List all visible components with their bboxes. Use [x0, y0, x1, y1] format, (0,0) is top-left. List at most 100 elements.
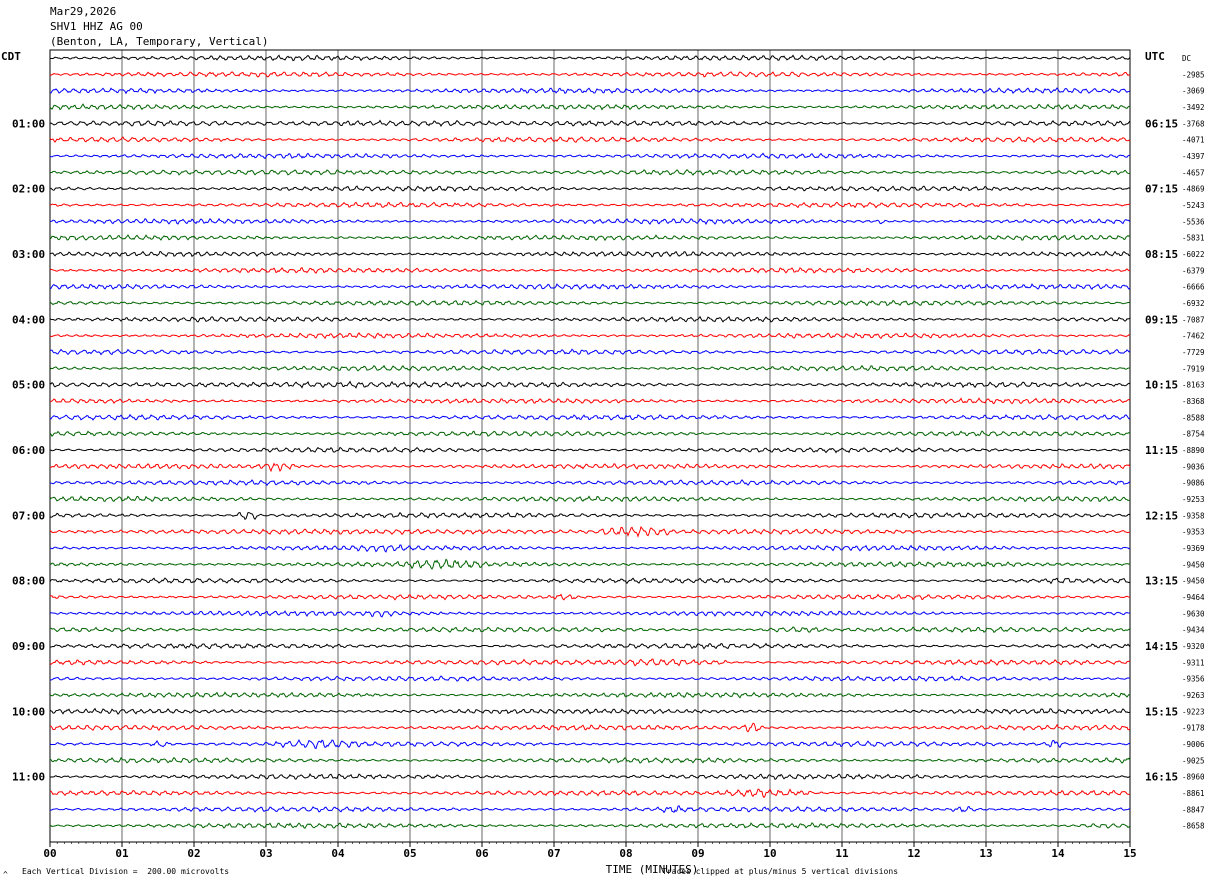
right-hour-label: 08:15 — [1145, 248, 1178, 261]
trace-offset-label: -9450 — [1182, 560, 1205, 569]
trace-offset-label: -7919 — [1182, 364, 1205, 373]
trace-offset-label: -6666 — [1182, 283, 1205, 292]
trace-offset-label: -9320 — [1182, 642, 1205, 651]
seismic-trace — [49, 511, 1131, 520]
seismic-trace — [49, 788, 1131, 799]
trace-offset-label: -6022 — [1182, 250, 1205, 259]
x-tick-label: 13 — [979, 847, 992, 860]
seismic-trace — [49, 773, 1131, 780]
left-hour-label: 07:00 — [12, 509, 45, 522]
seismic-trace — [49, 430, 1131, 437]
seismic-trace — [49, 722, 1131, 733]
right-hour-label: 13:15 — [1145, 575, 1178, 588]
trace-offset-label: -9630 — [1182, 609, 1205, 618]
x-tick-label: 11 — [835, 847, 849, 860]
seismic-trace — [49, 136, 1131, 143]
x-tick-label: 03 — [259, 847, 272, 860]
trace-offset-label: -8847 — [1182, 805, 1205, 814]
left-hour-label: 09:00 — [12, 640, 45, 653]
trace-offset-label: -8960 — [1182, 773, 1205, 782]
x-tick-label: 15 — [1123, 847, 1136, 860]
seismic-trace — [49, 364, 1131, 372]
trace-offset-label: -9006 — [1182, 740, 1205, 749]
left-timezone-label: CDT — [1, 50, 21, 63]
seismic-trace — [49, 495, 1131, 503]
header-location: (Benton, LA, Temporary, Vertical) — [50, 35, 269, 48]
left-hour-label: 05:00 — [12, 379, 45, 392]
seismic-trace — [49, 658, 1131, 667]
seismic-trace — [49, 315, 1131, 323]
x-tick-label: 00 — [43, 847, 56, 860]
seismic-trace — [49, 380, 1131, 389]
seismic-trace — [49, 413, 1131, 421]
trace-offset-label: -9253 — [1182, 495, 1205, 504]
seismic-trace — [49, 168, 1131, 176]
scale-note: Each Vertical Division = 200.00 microvol… — [22, 867, 230, 876]
x-axis-title: TIME (MINUTES) — [606, 863, 699, 876]
right-hour-label: 10:15 — [1145, 379, 1178, 392]
trace-offset-label: -9311 — [1182, 658, 1205, 667]
seismic-trace — [49, 558, 1131, 570]
trace-offset-label: -8163 — [1182, 381, 1205, 390]
trace-offset-label: -4397 — [1182, 152, 1205, 161]
trace-offset-label: -9356 — [1182, 675, 1205, 684]
trace-offset-label: -9025 — [1182, 756, 1205, 765]
seismic-trace — [49, 642, 1131, 650]
x-tick-label: 07 — [547, 847, 560, 860]
right-hour-label: 14:15 — [1145, 640, 1178, 653]
clip-note: Traces clipped at plus/minus 5 vertical … — [662, 867, 899, 876]
seismic-trace — [49, 103, 1131, 111]
trace-offset-label: -4869 — [1182, 185, 1205, 194]
trace-offset-label: -9223 — [1182, 707, 1205, 716]
seismic-trace — [49, 756, 1131, 764]
seismic-trace — [49, 266, 1131, 274]
seismic-trace — [49, 577, 1131, 585]
trace-offset-label: -9178 — [1182, 724, 1205, 733]
right-hour-label: 09:15 — [1145, 313, 1178, 326]
trace-offset-label: -7087 — [1182, 315, 1205, 324]
trace-offset-label: -9358 — [1182, 511, 1205, 520]
seismic-trace — [49, 250, 1131, 258]
trace-offset-label: -3069 — [1182, 87, 1205, 96]
trace-offset-label: -4071 — [1182, 136, 1205, 145]
seismic-trace — [49, 299, 1131, 307]
header-station: SHV1 HHZ AG 00 — [50, 20, 143, 33]
left-hour-label: 11:00 — [12, 771, 45, 784]
seismic-trace — [49, 71, 1131, 78]
seismic-trace — [49, 707, 1131, 715]
seismic-trace — [49, 805, 1131, 814]
x-tick-label: 02 — [187, 847, 200, 860]
trace-offset-label: -8588 — [1182, 413, 1205, 422]
x-tick-label: 08 — [619, 847, 632, 860]
seismic-trace — [49, 201, 1131, 209]
seismic-trace — [49, 217, 1131, 225]
seismic-trace — [49, 119, 1131, 128]
trace-offset-label: -9369 — [1182, 544, 1205, 553]
trace-offset-label: -7729 — [1182, 348, 1205, 357]
seismic-trace — [49, 626, 1131, 634]
seismic-trace — [49, 283, 1131, 291]
x-tick-label: 01 — [115, 847, 129, 860]
seismic-trace — [49, 185, 1131, 193]
seismic-trace — [49, 479, 1131, 487]
left-hour-label: 01:00 — [12, 117, 45, 130]
right-hour-label: 07:15 — [1145, 183, 1178, 196]
trace-offset-label: -3492 — [1182, 103, 1205, 112]
trace-offset-label: -5536 — [1182, 217, 1205, 226]
seismic-trace — [49, 234, 1131, 242]
corner-mark: ^ — [3, 870, 8, 879]
header-date: Mar29,2026 — [50, 5, 117, 18]
left-hour-label: 06:00 — [12, 444, 45, 457]
left-hour-label: 10:00 — [12, 705, 45, 718]
trace-offset-label: -4657 — [1182, 168, 1205, 177]
trace-offset-label: -8368 — [1182, 397, 1205, 406]
trace-offset-label: -8658 — [1182, 822, 1205, 831]
trace-offset-label: -5243 — [1182, 201, 1205, 210]
seismic-trace — [49, 525, 1131, 538]
x-tick-label: 09 — [691, 847, 704, 860]
seismic-trace — [49, 462, 1131, 473]
left-hour-label: 08:00 — [12, 575, 45, 588]
right-hour-label: 06:15 — [1145, 117, 1178, 130]
seismic-trace — [49, 152, 1130, 160]
